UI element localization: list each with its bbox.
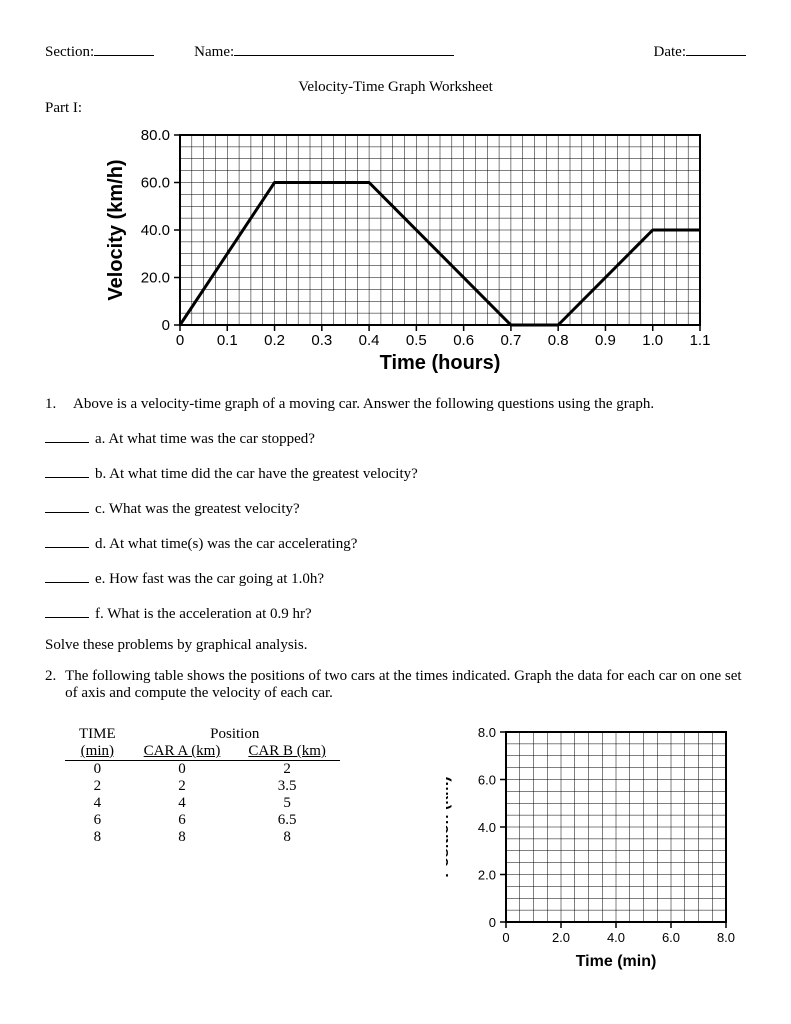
question-1: 1. Above is a velocity-time graph of a m… [45,396,746,413]
section-label: Section: [45,44,94,61]
part-label: Part I: [45,100,746,117]
svg-text:6.0: 6.0 [478,773,496,788]
svg-text:0.3: 0.3 [311,332,332,349]
svg-text:0.4: 0.4 [359,332,380,349]
q1-sub-text: e. How fast was the car going at 1.0h? [95,571,324,588]
svg-text:40.0: 40.0 [141,222,170,239]
svg-text:Velocity (km/h): Velocity (km/h) [105,159,127,300]
question-2: 2. The following table shows the positio… [45,668,746,702]
chart2-svg: 0 2.0 4.0 6.0 8.0 0 2.0 4.0 6.0 8.0 Time (min) Posi… [446,722,746,972]
name-field: Name: [194,40,454,61]
svg-text:0: 0 [502,930,509,945]
svg-text:Time (min): Time (min) [576,953,657,970]
svg-text:80.0: 80.0 [141,127,170,144]
q1-sub: b. At what time did the car have the gre… [45,462,746,483]
svg-text:20.0: 20.0 [141,270,170,287]
chart1-svg: 0 0.1 0.2 0.3 0.4 0.5 0.6 0.7 0.8 0.9 1.0 1.1 0 20.0 4… [95,125,715,385]
q1-sub: d. At what time(s) was the car accelerat… [45,532,746,553]
svg-text:0.1: 0.1 [217,332,238,349]
q1-sub-text: d. At what time(s) was the car accelerat… [95,536,357,553]
svg-text:0: 0 [489,915,496,930]
section-blank[interactable] [94,40,154,56]
q1-subquestions: a. At what time was the car stopped? b. A… [45,427,746,623]
section-field: Section: [45,40,154,61]
q1-sub: a. At what time was the car stopped? [45,427,746,448]
q2-num: 2. [45,668,65,702]
q1-sub-text: b. At what time did the car have the gre… [95,466,418,483]
header-row: Section: Name: Date: [45,40,746,61]
answer-blank[interactable] [45,567,89,583]
answer-blank[interactable] [45,427,89,443]
svg-text:0.5: 0.5 [406,332,427,349]
svg-text:6.0: 6.0 [662,930,680,945]
q1-num: 1. [45,396,73,413]
instructions: Solve these problems by graphical analys… [45,637,746,654]
date-blank[interactable] [686,40,746,56]
position-time-chart: 0 2.0 4.0 6.0 8.0 0 2.0 4.0 6.0 8.0 Time (min) Posi… [446,722,746,977]
q1-sub-text: a. At what time was the car stopped? [95,431,315,448]
q1-text: Above is a velocity-time graph of a movi… [73,396,654,413]
svg-text:8.0: 8.0 [717,930,735,945]
date-field: Date: [654,40,746,61]
answer-blank[interactable] [45,462,89,478]
q1-sub: c. What was the greatest velocity? [45,497,746,518]
svg-text:2.0: 2.0 [478,868,496,883]
svg-text:4.0: 4.0 [607,930,625,945]
svg-text:0.6: 0.6 [453,332,474,349]
svg-text:0.7: 0.7 [500,332,521,349]
q1-sub: e. How fast was the car going at 1.0h? [45,567,746,588]
answer-blank[interactable] [45,532,89,548]
svg-text:0.2: 0.2 [264,332,285,349]
worksheet-title: Velocity-Time Graph Worksheet [45,79,746,96]
svg-text:Time (hours): Time (hours) [380,352,501,374]
q2-text: The following table shows the positions … [65,668,746,702]
name-blank[interactable] [234,40,454,56]
q1-sub: f. What is the acceleration at 0.9 hr? [45,602,746,623]
date-label: Date: [654,44,686,61]
svg-text:0.9: 0.9 [595,332,616,349]
answer-blank[interactable] [45,497,89,513]
velocity-time-chart: 0 0.1 0.2 0.3 0.4 0.5 0.6 0.7 0.8 0.9 1.0 1.1 0 20.0 4… [95,125,746,390]
position-table: TIMEPosition(min)CAR A (km)CAR B (km)002… [65,726,340,846]
data-table-wrap: TIMEPosition(min)CAR A (km)CAR B (km)002… [65,722,340,846]
svg-text:0: 0 [176,332,184,349]
svg-text:4.0: 4.0 [478,820,496,835]
svg-text:0.8: 0.8 [548,332,569,349]
answer-blank[interactable] [45,602,89,618]
q1-sub-text: f. What is the acceleration at 0.9 hr? [95,606,312,623]
name-label: Name: [194,44,234,61]
svg-text:2.0: 2.0 [552,930,570,945]
svg-text:1.0: 1.0 [642,332,663,349]
svg-text:1.1: 1.1 [690,332,711,349]
svg-text:Position (km): Position (km) [446,776,452,877]
svg-text:0: 0 [162,317,170,334]
q1-sub-text: c. What was the greatest velocity? [95,501,300,518]
svg-text:8.0: 8.0 [478,725,496,740]
svg-text:60.0: 60.0 [141,175,170,192]
section-2-content: TIMEPosition(min)CAR A (km)CAR B (km)002… [45,722,746,977]
